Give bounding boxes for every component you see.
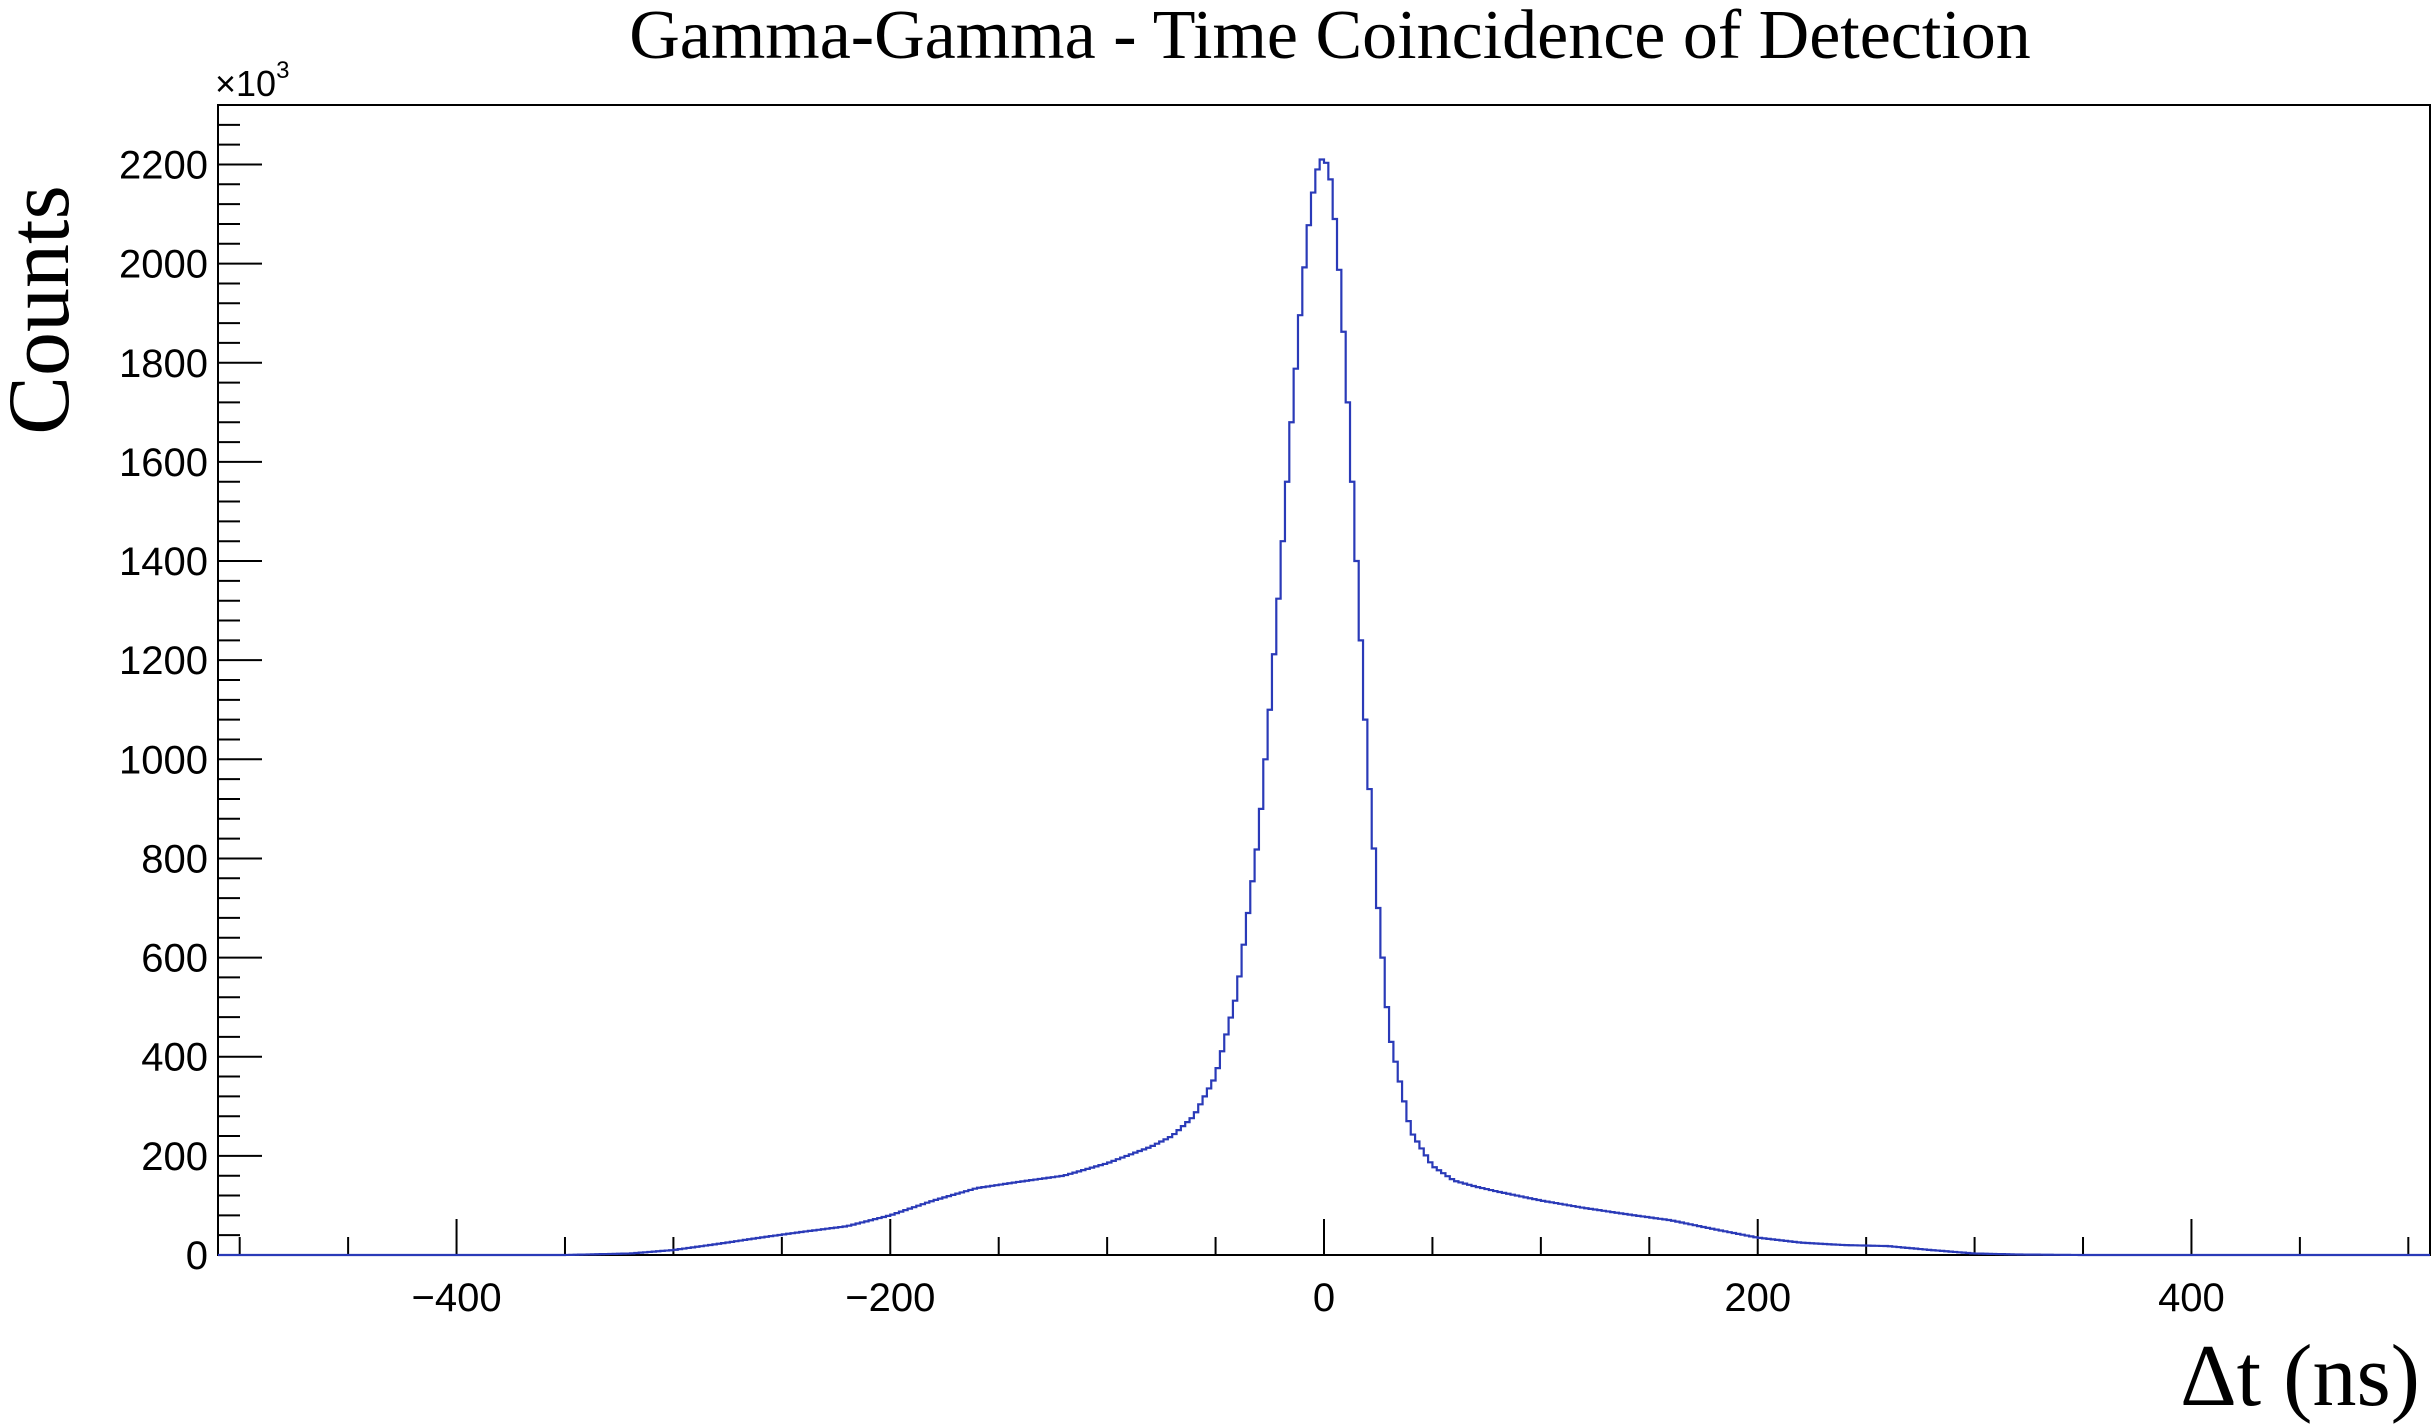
x-tick-label: 400 xyxy=(2158,1276,2225,1320)
x-axis-title: Δt (ns) xyxy=(2180,1328,2420,1425)
y-tick-label: 800 xyxy=(141,837,208,881)
y-tick-label: 1200 xyxy=(119,639,208,683)
y-multiplier-exponent: 3 xyxy=(276,57,289,84)
y-axis-title: Counts xyxy=(0,185,88,434)
y-tick-label: 1600 xyxy=(119,441,208,485)
x-tick-label: −200 xyxy=(845,1276,935,1320)
y-tick-label: 2200 xyxy=(119,143,208,187)
histogram-line xyxy=(218,158,2430,1257)
plot-area: 0200400600800100012001400160018002000220… xyxy=(119,104,2431,1320)
y-multiplier-base: ×10 xyxy=(215,63,276,104)
x-tick-label: 0 xyxy=(1313,1276,1335,1320)
y-tick-label: 200 xyxy=(141,1135,208,1179)
plot-frame xyxy=(217,104,2431,1256)
y-tick-label: 2000 xyxy=(119,243,208,287)
y-tick-label: 1400 xyxy=(119,540,208,584)
chart-title: Gamma-Gamma - Time Coincidence of Detect… xyxy=(629,0,2031,74)
y-tick-label: 1800 xyxy=(119,342,208,386)
x-tick-label: 200 xyxy=(1724,1276,1791,1320)
y-tick-label: 600 xyxy=(141,937,208,981)
x-tick-label: −400 xyxy=(411,1276,501,1320)
y-tick-label: 400 xyxy=(141,1036,208,1080)
y-tick-label: 1000 xyxy=(119,738,208,782)
y-tick-label: 0 xyxy=(186,1234,208,1278)
y-axis-multiplier: ×103 xyxy=(215,57,289,104)
